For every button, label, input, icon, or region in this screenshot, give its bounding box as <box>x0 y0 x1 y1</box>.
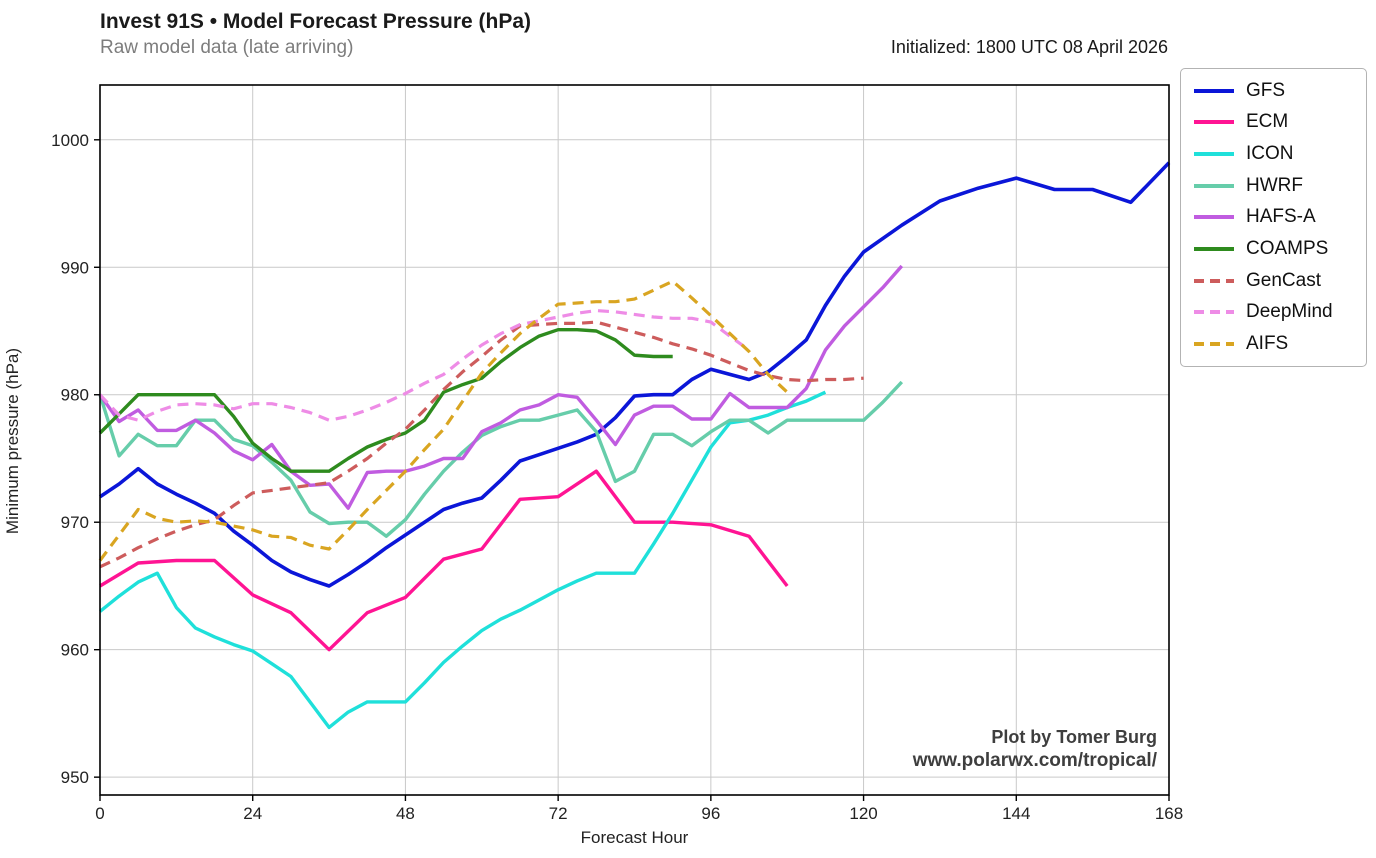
legend-label-gfs: GFS <box>1246 79 1286 101</box>
legend-line-swatch-coamps <box>1194 247 1234 252</box>
x-tick-label-24: 24 <box>243 804 262 823</box>
series-line-icon <box>98 390 827 730</box>
y-tick-label-960: 960 <box>61 641 89 660</box>
legend-label-gencast: GenCast <box>1246 269 1321 291</box>
legend-item-gencast: GenCast <box>1193 270 1366 292</box>
y-tick-label-990: 990 <box>61 258 89 277</box>
watermark-credit: Plot by Tomer Burg <box>991 727 1157 747</box>
watermark: Plot by Tomer Burg www.polarwx.com/tropi… <box>913 726 1157 772</box>
legend-item-hwrf: HWRF <box>1193 175 1366 197</box>
series-line-hwrf <box>98 380 904 538</box>
series-line-hafs-a <box>98 264 904 510</box>
page-subtitle: Raw model data (late arriving) <box>100 37 354 58</box>
legend-line-swatch-aifs <box>1194 342 1234 347</box>
legend-label-deepmind: DeepMind <box>1246 301 1333 323</box>
x-tick-label-72: 72 <box>549 804 568 823</box>
legend-label-hwrf: HWRF <box>1246 174 1303 196</box>
x-tick-label-48: 48 <box>396 804 415 823</box>
series-line-coamps <box>98 328 673 473</box>
series-line-gfs <box>99 161 1171 588</box>
legend-label-hafs-a: HAFS-A <box>1246 206 1316 228</box>
legend-item-aifs: AIFS <box>1193 333 1366 355</box>
legend-item-deepmind: DeepMind <box>1193 301 1366 323</box>
y-tick-label-950: 950 <box>61 768 89 787</box>
x-tick-label-168: 168 <box>1155 804 1183 823</box>
series-line-ecm <box>99 469 789 652</box>
legend-line-swatch-gencast <box>1194 278 1234 283</box>
legend-item-icon: ICON <box>1193 143 1366 165</box>
x-axis-label: Forecast Hour <box>580 828 689 847</box>
legend-line-swatch-hafs-a <box>1194 215 1234 220</box>
legend-label-ecm: ECM <box>1246 111 1289 133</box>
legend: GFS ECM ICON HWRF HAFS-A COAMPS GenCast DeepMin… <box>1180 68 1367 367</box>
legend-item-coamps: COAMPS <box>1193 238 1366 260</box>
y-axis-label: Minimum pressure (hPa) <box>3 347 22 535</box>
page-title: Invest 91S • Model Forecast Pressure (hP… <box>100 10 532 33</box>
y-tick-label-970: 970 <box>61 513 89 532</box>
legend-label-icon: ICON <box>1246 143 1294 165</box>
legend-line-swatch-ecm <box>1194 120 1234 125</box>
legend-line-swatch-gfs <box>1194 88 1234 93</box>
init-time-label: Initialized: 1800 UTC 08 April 2026 <box>890 37 1168 57</box>
legend-line-swatch-icon <box>1194 152 1234 157</box>
x-tick-label-120: 120 <box>849 804 877 823</box>
x-tick-label-144: 144 <box>1002 804 1030 823</box>
legend-item-gfs: GFS <box>1193 80 1366 102</box>
plot-border <box>99 84 1170 796</box>
y-tick-label-980: 980 <box>61 386 89 405</box>
y-tick-label-1000: 1000 <box>51 131 89 150</box>
x-tick-label-96: 96 <box>701 804 720 823</box>
x-tick-label-0: 0 <box>95 804 104 823</box>
series-line-deepmind <box>98 309 750 422</box>
legend-item-hafs-a: HAFS-A <box>1193 206 1366 228</box>
legend-line-swatch-hwrf <box>1194 183 1234 188</box>
series-line-gencast <box>99 320 864 569</box>
legend-label-aifs: AIFS <box>1246 333 1289 355</box>
legend-item-ecm: ECM <box>1193 111 1366 133</box>
legend-label-coamps: COAMPS <box>1246 238 1329 260</box>
legend-line-swatch-deepmind <box>1194 310 1234 315</box>
watermark-url: www.polarwx.com/tropical/ <box>912 749 1157 771</box>
